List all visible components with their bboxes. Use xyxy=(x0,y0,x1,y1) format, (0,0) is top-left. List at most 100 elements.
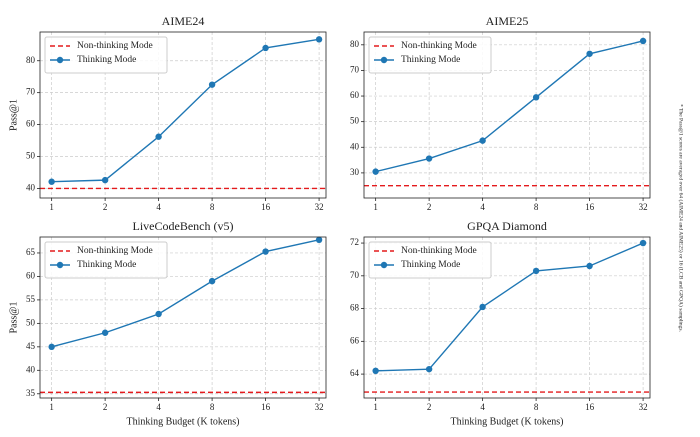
y-tick-label: 64 xyxy=(350,368,360,378)
y-tick-label: 50 xyxy=(26,151,36,161)
series-line xyxy=(51,239,320,348)
plot-frame xyxy=(363,236,651,399)
y-tick-label: 55 xyxy=(26,294,36,304)
point xyxy=(315,236,323,244)
y-tick-label: 68 xyxy=(350,303,360,313)
x-tick-label: 1 xyxy=(373,202,378,212)
point xyxy=(208,277,216,285)
plot-frame xyxy=(39,236,327,399)
legend-label: Non-thinking Mode xyxy=(401,246,477,256)
point xyxy=(155,310,162,318)
x-tick-label: 16 xyxy=(261,202,271,212)
y-axis-label: Pass@1 xyxy=(8,302,19,334)
x-tick-label: 16 xyxy=(261,402,271,412)
point xyxy=(586,262,593,270)
legend-box xyxy=(368,241,492,279)
y-tick-label: 40 xyxy=(26,182,36,192)
point xyxy=(639,37,647,45)
y-tick-label: 70 xyxy=(350,270,360,280)
legend-marker xyxy=(56,261,64,269)
x-tick-label: 2 xyxy=(103,402,108,412)
point xyxy=(48,178,55,185)
series-line xyxy=(51,38,320,183)
y-tick-label: 60 xyxy=(350,90,360,100)
point xyxy=(101,329,109,336)
y-tick-label: 40 xyxy=(26,364,36,374)
point xyxy=(532,94,540,101)
point xyxy=(208,81,216,88)
legend-label: Non-thinking Mode xyxy=(77,246,153,256)
point xyxy=(48,343,55,351)
x-tick-label: 8 xyxy=(210,402,215,412)
series-line xyxy=(375,40,644,173)
y-axis-label: Pass@1 xyxy=(8,99,19,131)
x-tick-label: 2 xyxy=(427,202,432,212)
point xyxy=(425,365,433,373)
legend-marker xyxy=(56,56,64,64)
y-tick-label: 80 xyxy=(26,55,36,65)
y-tick-label: 30 xyxy=(350,167,360,177)
x-tick-label: 4 xyxy=(156,402,161,412)
x-tick-label: 1 xyxy=(49,402,54,412)
x-axis-label: Thinking Budget (K tokens) xyxy=(126,416,239,427)
x-tick-label: 32 xyxy=(639,202,648,212)
chart-title: AIME25 xyxy=(486,14,529,28)
y-tick-label: 70 xyxy=(26,87,36,97)
chart-title: AIME24 xyxy=(162,14,205,28)
point xyxy=(425,155,433,162)
legend-label: Non-thinking Mode xyxy=(77,41,153,51)
legend-label: Thinking Mode xyxy=(401,55,460,65)
x-tick-label: 32 xyxy=(315,402,324,412)
legend-box xyxy=(44,241,168,279)
y-tick-label: 50 xyxy=(350,116,360,126)
x-tick-label: 16 xyxy=(585,202,595,212)
legend-box xyxy=(44,36,168,74)
legend-box xyxy=(368,36,492,74)
point xyxy=(372,168,379,175)
point xyxy=(262,44,269,52)
y-tick-label: 35 xyxy=(26,388,36,398)
y-tick-label: 40 xyxy=(350,141,360,151)
x-tick-label: 1 xyxy=(373,402,378,412)
y-tick-label: 50 xyxy=(26,317,36,327)
legend-label: Non-thinking Mode xyxy=(401,41,477,51)
footnote: * The Pass@1 scores are averaged over 64… xyxy=(678,104,685,332)
point xyxy=(315,36,323,43)
x-axis-label: Thinking Budget (K tokens) xyxy=(450,416,563,427)
point xyxy=(639,239,647,247)
x-tick-label: 8 xyxy=(534,402,539,412)
point xyxy=(479,303,486,311)
y-tick-label: 80 xyxy=(350,39,360,49)
legend-label: Thinking Mode xyxy=(77,55,136,65)
x-tick-label: 4 xyxy=(480,402,485,412)
x-tick-label: 32 xyxy=(639,402,648,412)
plot-frame xyxy=(39,31,327,199)
x-tick-label: 16 xyxy=(585,402,595,412)
point xyxy=(101,176,109,184)
y-tick-label: 65 xyxy=(26,247,36,257)
x-tick-label: 2 xyxy=(103,202,108,212)
point xyxy=(262,248,269,255)
plot-frame xyxy=(363,31,651,199)
x-tick-label: 8 xyxy=(210,202,215,212)
point xyxy=(372,367,379,375)
legend-label: Thinking Mode xyxy=(401,260,460,270)
point xyxy=(155,133,162,140)
point xyxy=(532,267,540,275)
y-tick-label: 60 xyxy=(26,270,36,280)
point xyxy=(586,50,593,57)
x-tick-label: 4 xyxy=(156,202,161,212)
x-tick-label: 8 xyxy=(534,202,539,212)
y-tick-label: 60 xyxy=(26,119,36,129)
legend-marker xyxy=(380,56,388,64)
y-tick-label: 70 xyxy=(350,64,360,74)
chart-title: GPQA Diamond xyxy=(467,219,547,233)
x-tick-label: 2 xyxy=(427,402,432,412)
x-tick-label: 32 xyxy=(315,202,324,212)
legend-marker xyxy=(380,261,388,269)
x-tick-label: 1 xyxy=(49,202,54,212)
y-tick-label: 45 xyxy=(26,341,36,351)
chart-title: LiveCodeBench (v5) xyxy=(133,219,234,233)
point xyxy=(479,137,486,144)
